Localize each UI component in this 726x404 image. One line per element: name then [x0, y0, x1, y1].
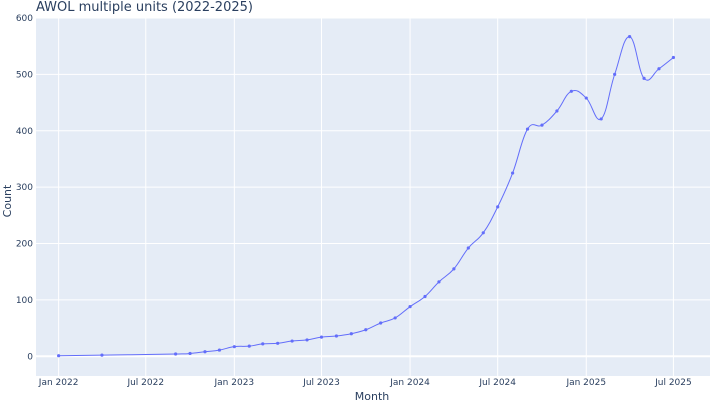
x-tick-label: Jan 2023: [214, 378, 255, 388]
data-point: [569, 89, 573, 93]
data-point: [496, 205, 500, 209]
y-tick-label: 300: [16, 183, 33, 193]
data-point: [319, 335, 324, 339]
data-point: [540, 123, 544, 127]
data-point: [232, 345, 236, 349]
data-point: [555, 109, 559, 113]
data-point: [349, 332, 353, 336]
data-point: [364, 328, 368, 332]
data-point: [671, 55, 676, 60]
data-point: [247, 344, 251, 348]
x-axis-title: Month: [355, 390, 390, 403]
data-point: [642, 76, 646, 80]
x-tick-label: Jan 2025: [565, 378, 606, 388]
y-axis-title: Count: [1, 184, 14, 217]
data-point: [657, 67, 661, 71]
chart-title: AWOL multiple units (2022-2025): [36, 0, 253, 15]
data-point: [203, 350, 207, 354]
y-tick-label: 600: [16, 14, 33, 24]
y-tick-labels: 0 100 200 300 400 500 600: [16, 14, 33, 362]
data-point: [290, 339, 294, 343]
data-point: [599, 117, 603, 121]
y-tick-label: 100: [16, 296, 33, 306]
data-point: [525, 127, 530, 131]
data-point: [188, 351, 192, 356]
x-tick-label: Jul 2022: [126, 378, 164, 388]
y-tick-label: 400: [16, 127, 33, 137]
y-tick-label: 500: [16, 70, 33, 80]
data-point: [408, 305, 412, 309]
data-point: [261, 342, 265, 346]
x-tick-label: Jul 2023: [302, 378, 340, 388]
y-gridlines: [36, 17, 710, 358]
data-point: [305, 338, 309, 342]
x-gridlines: [58, 18, 674, 376]
y-tick-label: 0: [27, 352, 33, 362]
data-point: [276, 341, 280, 345]
data-point: [452, 267, 456, 271]
data-point: [57, 354, 61, 358]
data-point: [466, 246, 470, 250]
y-tick-label: 200: [16, 240, 33, 250]
data-point: [613, 72, 617, 76]
x-tick-label: Jan 2024: [389, 378, 430, 388]
x-tick-label: Jan 2022: [38, 378, 79, 388]
data-point: [437, 280, 441, 284]
data-point: [481, 231, 485, 235]
data-point: [379, 321, 383, 325]
data-point: [423, 294, 427, 299]
data-point: [217, 348, 222, 352]
data-point: [393, 316, 397, 320]
x-tick-label: Jul 2025: [654, 378, 692, 388]
x-tick-labels: Jan 2022 Jul 2022 Jan 2023 Jul 2023 Jan 2024…: [38, 378, 692, 388]
data-point: [628, 35, 632, 39]
x-tick-label: Jul 2024: [478, 378, 516, 388]
data-point: [100, 353, 104, 357]
series-markers: [57, 35, 676, 358]
data-point: [511, 171, 515, 175]
data-point: [174, 352, 178, 356]
plot-area: [36, 18, 710, 376]
data-point: [334, 334, 339, 338]
data-point: [584, 96, 588, 100]
